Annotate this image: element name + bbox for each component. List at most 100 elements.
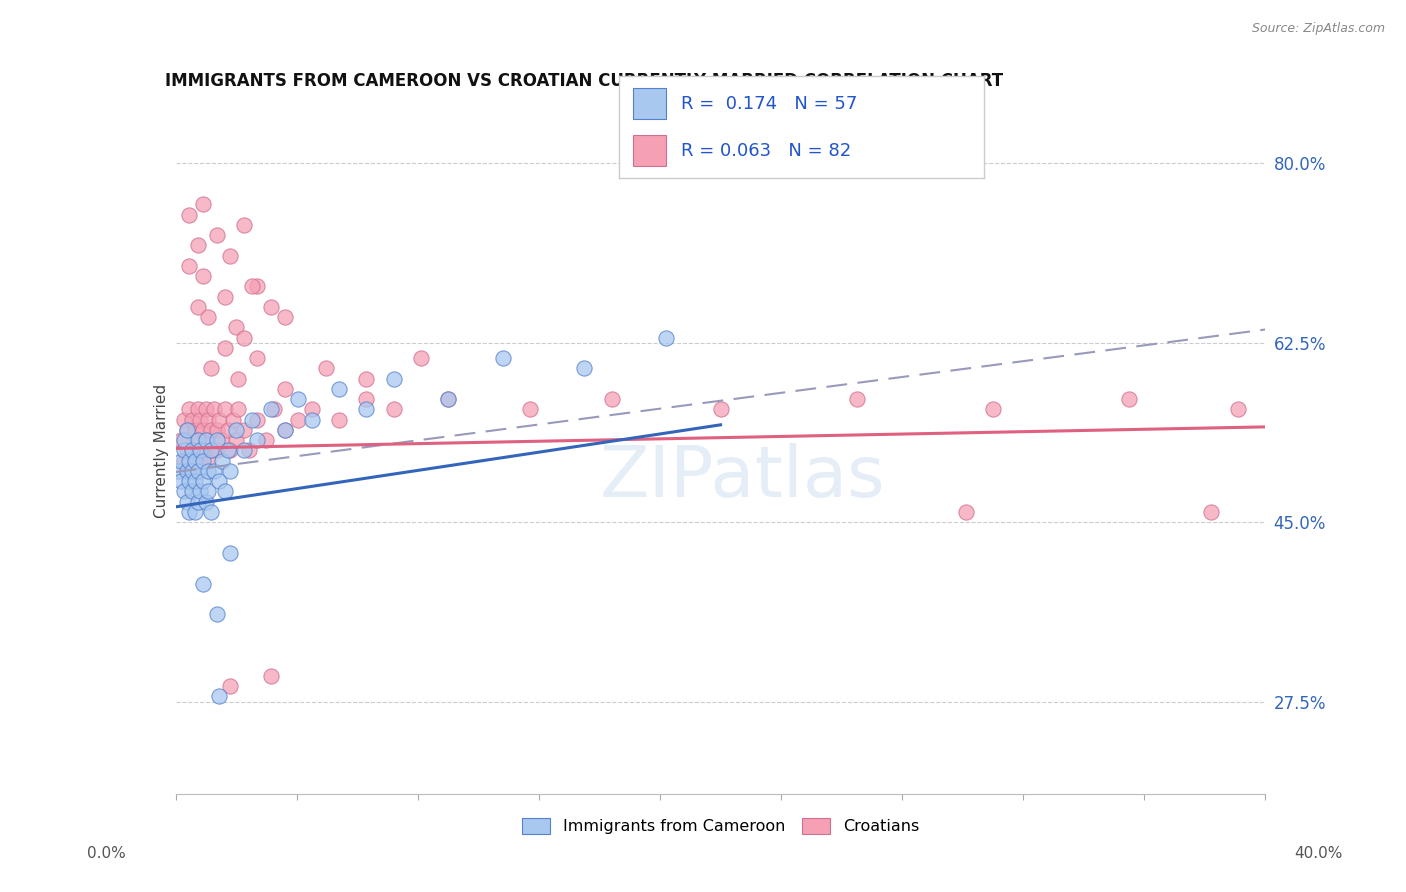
Point	[194, 494, 217, 508]
Point	[205, 443, 228, 458]
Point	[179, 402, 201, 417]
Point	[188, 413, 211, 427]
Legend: Immigrants from Cameroon, Croatians: Immigrants from Cameroon, Croatians	[516, 812, 925, 841]
Point	[228, 372, 250, 386]
Point	[232, 423, 254, 437]
Point	[287, 413, 309, 427]
Point	[328, 382, 350, 396]
Point	[173, 413, 195, 427]
Point	[225, 320, 247, 334]
Point	[179, 453, 201, 467]
Point	[167, 464, 190, 478]
Point	[176, 443, 198, 458]
Point	[173, 484, 195, 499]
Point	[188, 443, 211, 458]
Point	[191, 269, 214, 284]
Point	[214, 402, 236, 417]
Point	[287, 392, 309, 407]
Point	[173, 443, 195, 458]
Point	[179, 505, 201, 519]
Point	[356, 392, 378, 407]
Point	[219, 443, 242, 458]
Point	[181, 443, 204, 458]
Point	[214, 484, 236, 499]
Point	[173, 453, 195, 467]
Point	[315, 361, 337, 376]
Point	[191, 423, 214, 437]
Point	[222, 413, 245, 427]
Point	[1199, 505, 1222, 519]
Point	[219, 249, 242, 263]
Text: R =  0.174   N = 57: R = 0.174 N = 57	[681, 95, 858, 112]
Point	[328, 413, 350, 427]
Point	[211, 453, 233, 467]
Point	[200, 443, 222, 458]
Point	[186, 494, 209, 508]
Point	[194, 402, 217, 417]
Point	[202, 402, 225, 417]
Text: R = 0.063   N = 82: R = 0.063 N = 82	[681, 142, 851, 160]
Point	[263, 402, 285, 417]
Point	[219, 679, 242, 693]
Text: 0.0%: 0.0%	[87, 847, 127, 861]
Point	[382, 402, 405, 417]
Point	[238, 443, 260, 458]
Point	[184, 453, 207, 467]
Point	[205, 434, 228, 448]
Point	[274, 423, 297, 437]
Point	[170, 434, 193, 448]
Point	[274, 423, 297, 437]
Point	[219, 464, 242, 478]
Point	[176, 423, 198, 437]
Point	[181, 464, 204, 478]
Point	[197, 310, 219, 325]
Point	[232, 331, 254, 345]
Point	[260, 669, 283, 683]
Point	[173, 434, 195, 448]
Point	[176, 464, 198, 478]
Point	[191, 443, 214, 458]
Point	[197, 464, 219, 478]
Point	[200, 423, 222, 437]
Point	[197, 484, 219, 499]
Point	[710, 402, 733, 417]
Point	[246, 434, 269, 448]
Point	[356, 402, 378, 417]
Point	[274, 382, 297, 396]
Point	[301, 402, 323, 417]
FancyBboxPatch shape	[633, 88, 666, 119]
Point	[191, 197, 214, 211]
Point	[186, 300, 209, 314]
Point	[205, 228, 228, 243]
Point	[600, 392, 623, 407]
Point	[254, 434, 277, 448]
Point	[200, 361, 222, 376]
Point	[194, 434, 217, 448]
Point	[232, 218, 254, 232]
Point	[200, 505, 222, 519]
Point	[176, 423, 198, 437]
Point	[240, 413, 263, 427]
Point	[228, 402, 250, 417]
Point	[246, 279, 269, 293]
FancyBboxPatch shape	[633, 136, 666, 166]
Point	[574, 361, 596, 376]
Point	[211, 434, 233, 448]
Y-axis label: Currently Married: Currently Married	[153, 384, 169, 517]
Point	[186, 434, 209, 448]
Point	[200, 443, 222, 458]
Point	[437, 392, 460, 407]
Point	[202, 464, 225, 478]
Point	[191, 576, 214, 591]
Point	[170, 453, 193, 467]
Point	[225, 434, 247, 448]
Point	[981, 402, 1004, 417]
Point	[181, 484, 204, 499]
Point	[179, 464, 201, 478]
Point	[197, 413, 219, 427]
Point	[260, 402, 283, 417]
Point	[217, 423, 239, 437]
Point	[181, 443, 204, 458]
Text: 40.0%: 40.0%	[1295, 847, 1343, 861]
Point	[219, 546, 242, 560]
